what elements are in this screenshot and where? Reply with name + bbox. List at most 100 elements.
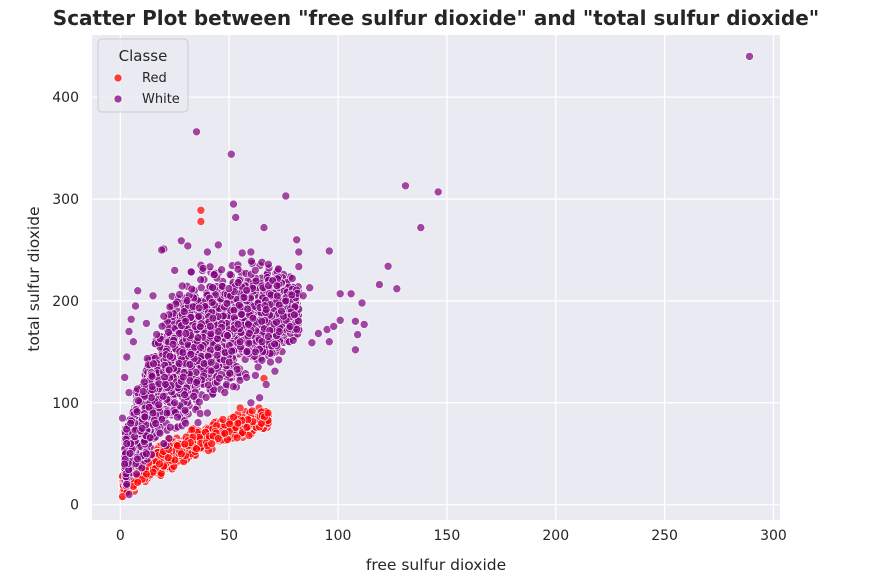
data-point-white xyxy=(224,284,234,293)
data-point-white xyxy=(253,362,263,372)
data-point-white xyxy=(307,338,317,348)
data-point-white xyxy=(148,408,158,418)
data-point-red xyxy=(142,469,151,479)
data-point-white xyxy=(164,434,174,443)
data-point-white xyxy=(401,181,410,191)
data-point-white xyxy=(259,223,269,232)
x-tick-label: 250 xyxy=(651,528,678,544)
data-point-white xyxy=(227,346,236,356)
data-point-white xyxy=(235,337,245,347)
data-point-white xyxy=(164,365,174,375)
data-point-white xyxy=(126,314,136,324)
data-point-white xyxy=(248,313,258,323)
data-point-white xyxy=(162,408,172,418)
data-point-white xyxy=(227,149,236,159)
data-point-white xyxy=(124,490,134,499)
data-point-white xyxy=(294,316,303,326)
data-point-white xyxy=(242,347,252,356)
data-point-white xyxy=(120,459,129,469)
data-point-white xyxy=(174,359,184,368)
data-point-white xyxy=(165,351,175,361)
data-point-white xyxy=(132,469,141,479)
data-point-white xyxy=(133,286,142,296)
data-point-white xyxy=(179,372,188,382)
data-point-red xyxy=(263,408,273,418)
legend-label-red: Red xyxy=(142,71,167,86)
data-point-white xyxy=(158,391,168,401)
data-point-white xyxy=(242,373,251,382)
data-point-white xyxy=(159,439,169,448)
legend-marker-red xyxy=(113,73,123,83)
legend: Classe Red White xyxy=(97,38,189,113)
data-point-white xyxy=(294,247,304,257)
data-point-white xyxy=(242,285,251,295)
data-point-white xyxy=(157,321,167,331)
data-point-white xyxy=(433,187,443,197)
data-point-white xyxy=(264,259,273,269)
data-point-white xyxy=(122,479,132,489)
data-point-white xyxy=(185,360,195,369)
data-point-white xyxy=(122,352,132,362)
data-point-white xyxy=(206,322,215,331)
data-point-white xyxy=(180,405,190,415)
data-point-red xyxy=(155,459,164,469)
data-point-white xyxy=(243,304,252,314)
data-point-white xyxy=(212,350,222,360)
data-point-white xyxy=(233,319,243,329)
data-point-red xyxy=(180,439,190,449)
data-point-white xyxy=(359,320,369,329)
data-point-red xyxy=(220,429,230,438)
data-point-white xyxy=(222,298,232,308)
data-point-white xyxy=(118,413,127,423)
data-point-white xyxy=(151,419,160,428)
data-point-white xyxy=(147,372,157,381)
data-point-white xyxy=(251,347,260,357)
data-point-white xyxy=(392,284,402,294)
data-point-white xyxy=(187,284,197,294)
data-point-white xyxy=(132,407,142,417)
data-point-red xyxy=(196,206,206,215)
data-point-white xyxy=(213,343,223,352)
data-point-white xyxy=(305,283,315,293)
data-point-white xyxy=(217,265,226,275)
data-point-white xyxy=(261,380,271,389)
data-point-white xyxy=(231,213,240,222)
data-point-white xyxy=(170,266,179,275)
x-tick-label: 150 xyxy=(434,528,461,544)
data-point-white xyxy=(335,289,345,299)
data-point-white xyxy=(353,330,362,339)
data-point-white xyxy=(251,371,260,380)
data-point-white xyxy=(257,355,267,365)
data-point-red xyxy=(235,403,245,413)
y-tick-labels: 0 100 200 300 400 xyxy=(52,90,79,514)
legend-label-white: White xyxy=(142,92,180,107)
data-point-red xyxy=(225,419,234,429)
data-point-white xyxy=(165,302,175,312)
data-point-white xyxy=(139,387,148,396)
data-point-red xyxy=(247,406,257,416)
data-point-white xyxy=(266,357,275,367)
data-point-white xyxy=(237,248,247,258)
data-point-white xyxy=(201,393,211,402)
data-point-white xyxy=(346,289,356,299)
data-point-white xyxy=(196,409,205,418)
data-point-white xyxy=(287,290,297,300)
data-point-white xyxy=(161,379,170,389)
data-point-white xyxy=(196,343,205,352)
data-point-white xyxy=(186,267,196,277)
data-point-white xyxy=(235,300,244,310)
data-point-white xyxy=(292,235,302,245)
y-tick-label: 0 xyxy=(70,498,79,514)
data-point-white xyxy=(245,328,254,338)
x-tick-label: 300 xyxy=(760,528,787,544)
data-point-white xyxy=(272,291,282,301)
data-point-white xyxy=(192,378,201,387)
data-point-white xyxy=(124,327,134,336)
data-point-white xyxy=(298,291,308,301)
legend-box xyxy=(97,38,189,113)
data-point-white xyxy=(351,316,360,326)
data-point-white xyxy=(251,276,261,286)
x-tick-label: 50 xyxy=(220,528,238,544)
data-point-red xyxy=(218,415,228,424)
data-point-white xyxy=(272,281,282,291)
